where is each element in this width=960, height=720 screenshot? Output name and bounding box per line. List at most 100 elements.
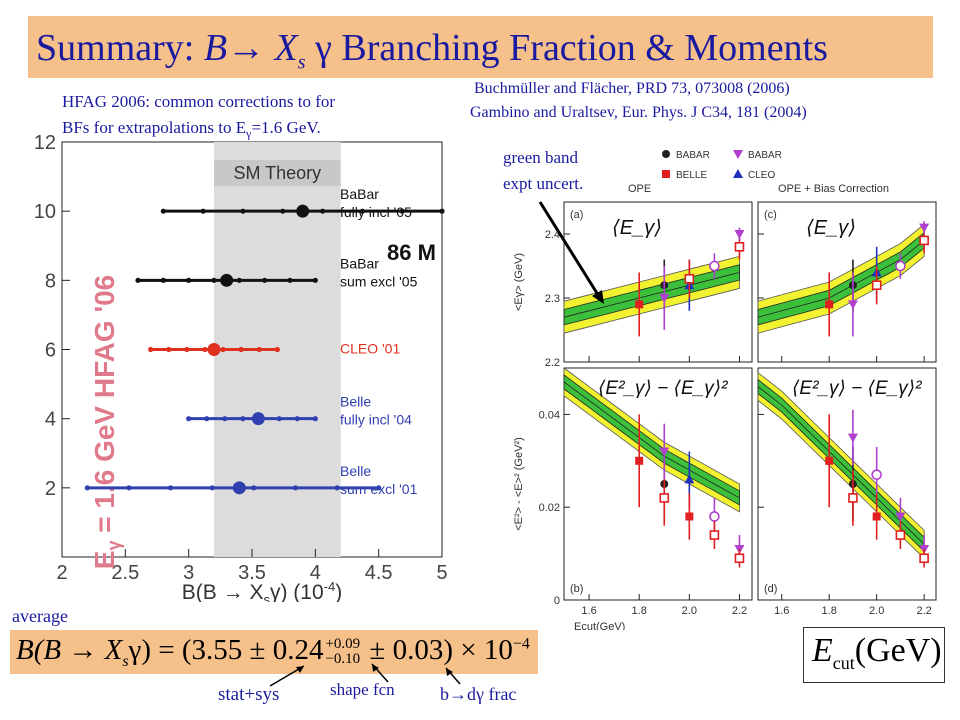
measurement-tick-3-5 [276,416,282,422]
measurement-tick-3-6 [294,416,300,422]
arrow-stat-head [296,666,304,673]
panel-label-0: (a) [570,209,583,221]
green-band-pointer-head [592,290,604,304]
stat-sys-label: stat+sys [218,684,280,705]
title-rest: Branching Fraction & Moments [341,27,828,69]
measurement-tick-2-5 [238,346,244,353]
measurement-tick-4-6 [334,485,340,491]
reference-1: Buchmüller and Flächer, PRD 73, 073008 (… [474,80,790,97]
left-xaxis-label-part-3: -4 [324,579,336,594]
ecut-box [803,627,945,683]
measurement-label-4: Belle [340,463,371,479]
bdg-frac-label: b→dγ frac [440,684,517,704]
hfag-note-text: BFs for extrapolations to E [62,118,247,137]
col-title-ope: OPE [628,183,651,195]
legend-marker-2 [662,170,670,178]
panel-3-xtick-label-0: 1.6 [774,605,789,617]
left-xaxis-label-part-1: s [263,592,270,602]
measurement-tick-4-2 [167,485,174,491]
panel-2-point-0 [635,456,644,465]
left-ytick-label-10: 10 [34,201,56,223]
measurement-tick-0-3 [280,208,286,214]
measurement-label-1: BaBar [340,255,379,271]
left-xtick-label-2.5: 2.5 [111,562,139,584]
panel-2-point-3 [659,447,670,457]
measurement-sublabel-1: sum excl '05 [340,273,418,289]
bottom-ylabel: <E²> - <E>² (GeV²) [513,437,525,531]
panel-2-xtick-label-3: 2.2 [732,605,747,617]
measurement-tick-0-6 [399,208,405,214]
panel-0-point-4 [684,274,695,284]
measurement-label-2: CLEO '01 [340,341,400,357]
top-ylabel: <Eγ> (GeV) [513,253,525,311]
sm-theory-header: SM Theory [233,163,321,183]
title-bar [28,16,933,78]
panel-1-point-7 [919,223,930,233]
legend-label-2: BELLE [676,170,707,181]
measurement-tick-4-1 [126,485,132,491]
panel-annotation-3: ⟨E²_γ⟩ − ⟨E_γ⟩² [792,378,922,399]
vertical-label-rest: = 1.6 GeV HFAG '06 [89,275,120,541]
panel-0-ytick-label-2: 2.4 [545,229,560,241]
panel-2-ytick-label-0: 0 [554,595,560,607]
panel-0-point-6 [734,242,745,252]
measurement-tick-1-3 [211,277,217,283]
formula-lhs-s: s [122,652,129,670]
left-xtick-label-5: 5 [436,562,447,584]
measurement-tick-2-4 [220,346,226,353]
panel-2-point-9 [734,553,745,564]
formula-sup: +0.09 [325,636,361,653]
left-ytick-label-8: 8 [45,270,56,292]
measurement-tick-3-1 [204,416,210,422]
measurement-tick-4-4 [251,485,257,491]
panel-annotation-1: ⟨E_γ⟩ [806,217,856,239]
panel-2-point-5 [685,512,694,521]
measurement-tick-1-0 [135,277,141,283]
measurement-tick-4-5 [292,485,299,491]
panel-0-point-0 [635,300,644,309]
measurement-tick-0-4 [319,208,326,214]
measurement-sublabel-0: fully incl '05 [340,204,412,220]
panel-2-point-2 [659,493,670,503]
formula-sub: −0.10 [325,651,361,668]
title-s: s [297,51,306,74]
hfag-note-energy: =1.6 GeV. [251,118,321,137]
band-center-2 [563,381,740,499]
panel-label-2: (b) [570,583,583,595]
measurement-tick-3-2 [222,416,228,422]
measurement-tick-3-3 [240,416,246,422]
panel-label-1: (c) [764,209,777,221]
legend-marker-3 [733,169,743,178]
page-title: Summary: B→ Xs γ Branching Fraction & Mo… [36,26,828,75]
measurement-tick-4-3 [209,485,215,491]
panel-2-xtick-label-2: 2.0 [682,605,697,617]
measurement-tick-1-5 [262,277,268,283]
right-xlabel: Ecut(GeV) [574,621,625,630]
measurement-tick-3-0 [186,416,192,422]
panel-0-ytick-label-1: 2.3 [545,293,560,305]
measurement-tick-0-7 [439,208,445,214]
panel-3-point-7 [895,530,906,540]
panel-2-point-4 [684,474,695,484]
panel-1-point-0 [825,300,834,309]
panel-3-point-3 [847,433,858,443]
left-ytick-label-12: 12 [34,132,56,154]
left-xaxis-label-part-4: ) [335,581,342,602]
panel-annotation-0: ⟨E_γ⟩ [612,217,662,239]
measurement-label-3: Belle [340,394,371,410]
measurement-point-0 [296,204,310,218]
left-ytick-label-6: 6 [45,340,56,362]
left-xtick-label-3: 3 [183,562,194,584]
vertical-label-e: E [89,551,120,570]
measurement-tick-2-6 [256,346,262,353]
measurement-tick-4-0 [84,485,90,491]
panel-0-point-7 [734,230,745,239]
panel-2-point-6 [709,511,720,522]
measurement-tick-2-7 [274,346,280,353]
measurement-point-1 [220,273,234,287]
formula-box [10,630,538,674]
vertical-energy-label: Eγ = 1.6 GeV HFAG '06 [89,275,124,569]
vertical-label-gamma: γ [104,541,124,551]
measurement-tick-4-7 [376,485,382,491]
measurement-tick-2-1 [166,346,172,353]
